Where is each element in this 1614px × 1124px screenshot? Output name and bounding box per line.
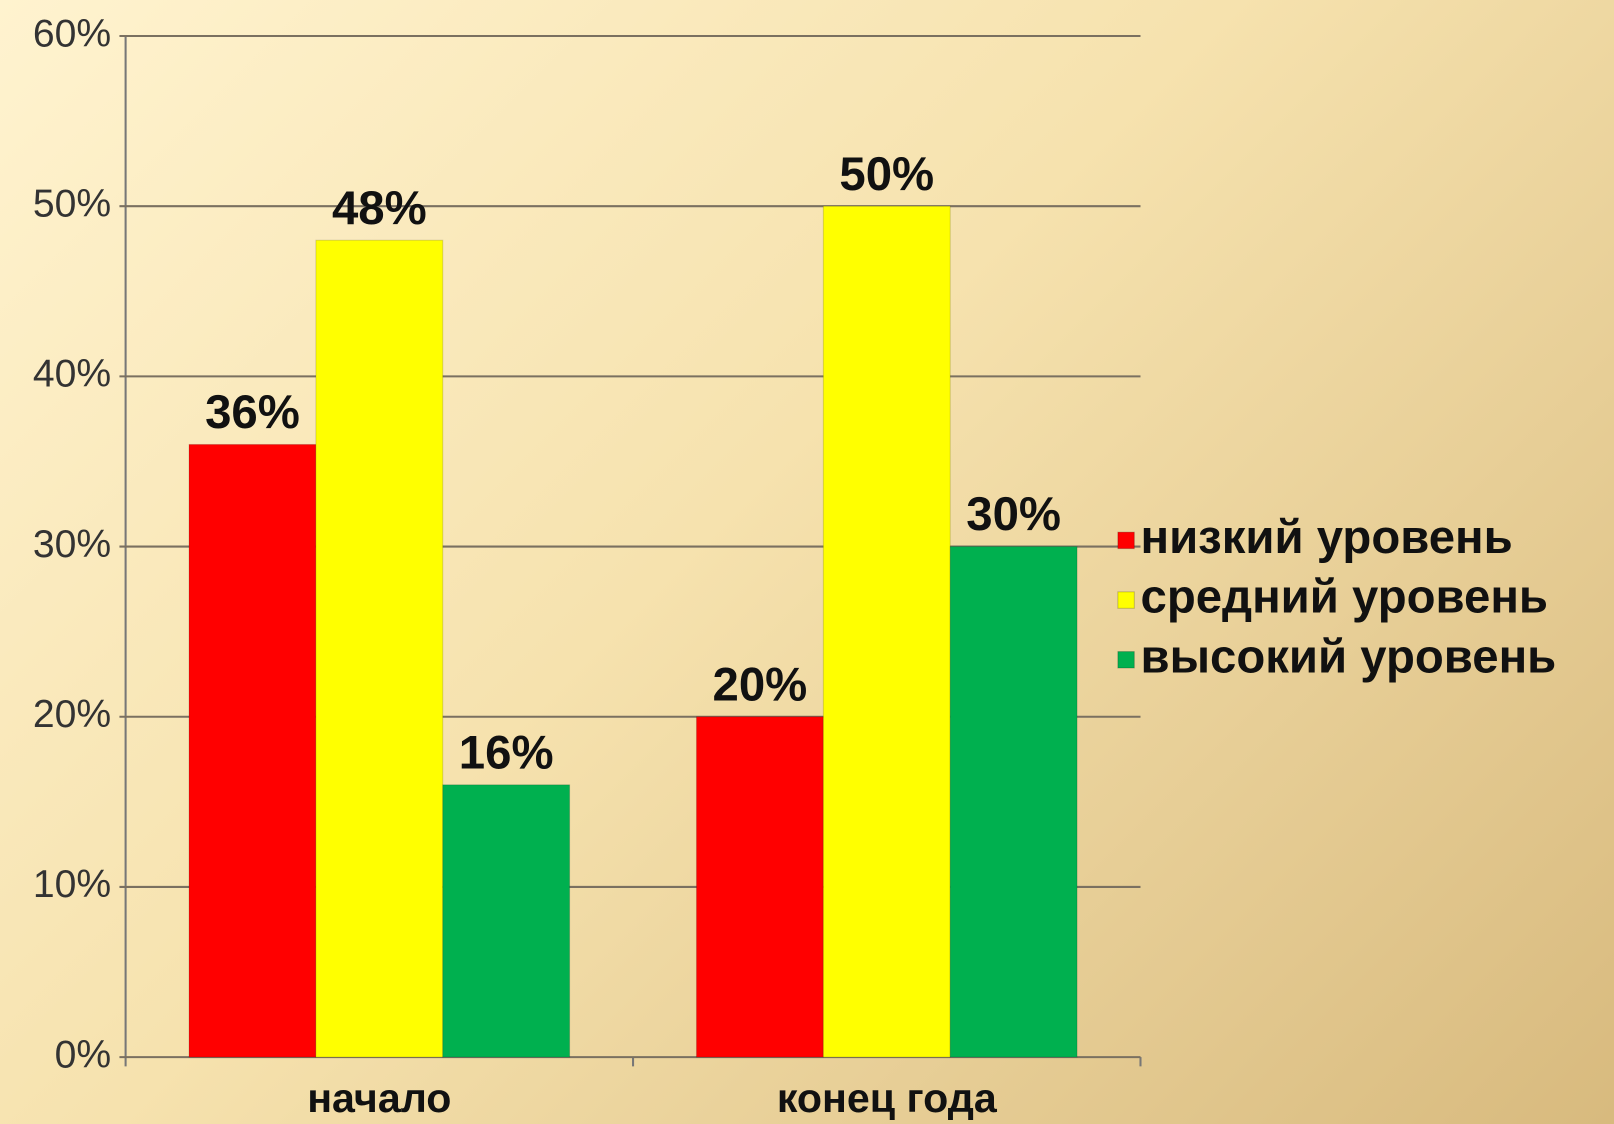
bar: [188, 443, 317, 1058]
value-label: 50%: [839, 148, 934, 201]
legend-swatch: [1117, 651, 1135, 669]
y-tick-label: 20%: [33, 693, 111, 736]
bar: [442, 784, 571, 1058]
bar: [315, 239, 444, 1058]
value-label: 48%: [332, 182, 427, 235]
y-tick-label: 60%: [33, 12, 111, 55]
legend-label: средний уровень: [1140, 571, 1548, 624]
legend-swatch: [1117, 531, 1135, 550]
bar: [949, 546, 1078, 1058]
value-label: 16%: [459, 726, 554, 779]
legend-label: высокий уровень: [1140, 630, 1556, 683]
y-tick-label: 0%: [55, 1033, 112, 1076]
legend-label: низкий уровень: [1140, 511, 1512, 564]
y-tick-label: 40%: [33, 353, 111, 396]
legend-swatch: [1117, 591, 1135, 609]
x-tick-label: начало: [307, 1075, 451, 1121]
y-tick-label: 30%: [33, 523, 111, 566]
bar: [822, 205, 951, 1058]
x-tick-label: конец года: [777, 1075, 998, 1121]
value-label: 20%: [713, 658, 808, 711]
y-tick-label: 10%: [33, 863, 111, 906]
y-tick-label: 50%: [33, 183, 111, 226]
value-label: 36%: [205, 386, 300, 439]
value-label: 30%: [966, 488, 1061, 541]
bar: [695, 716, 824, 1058]
